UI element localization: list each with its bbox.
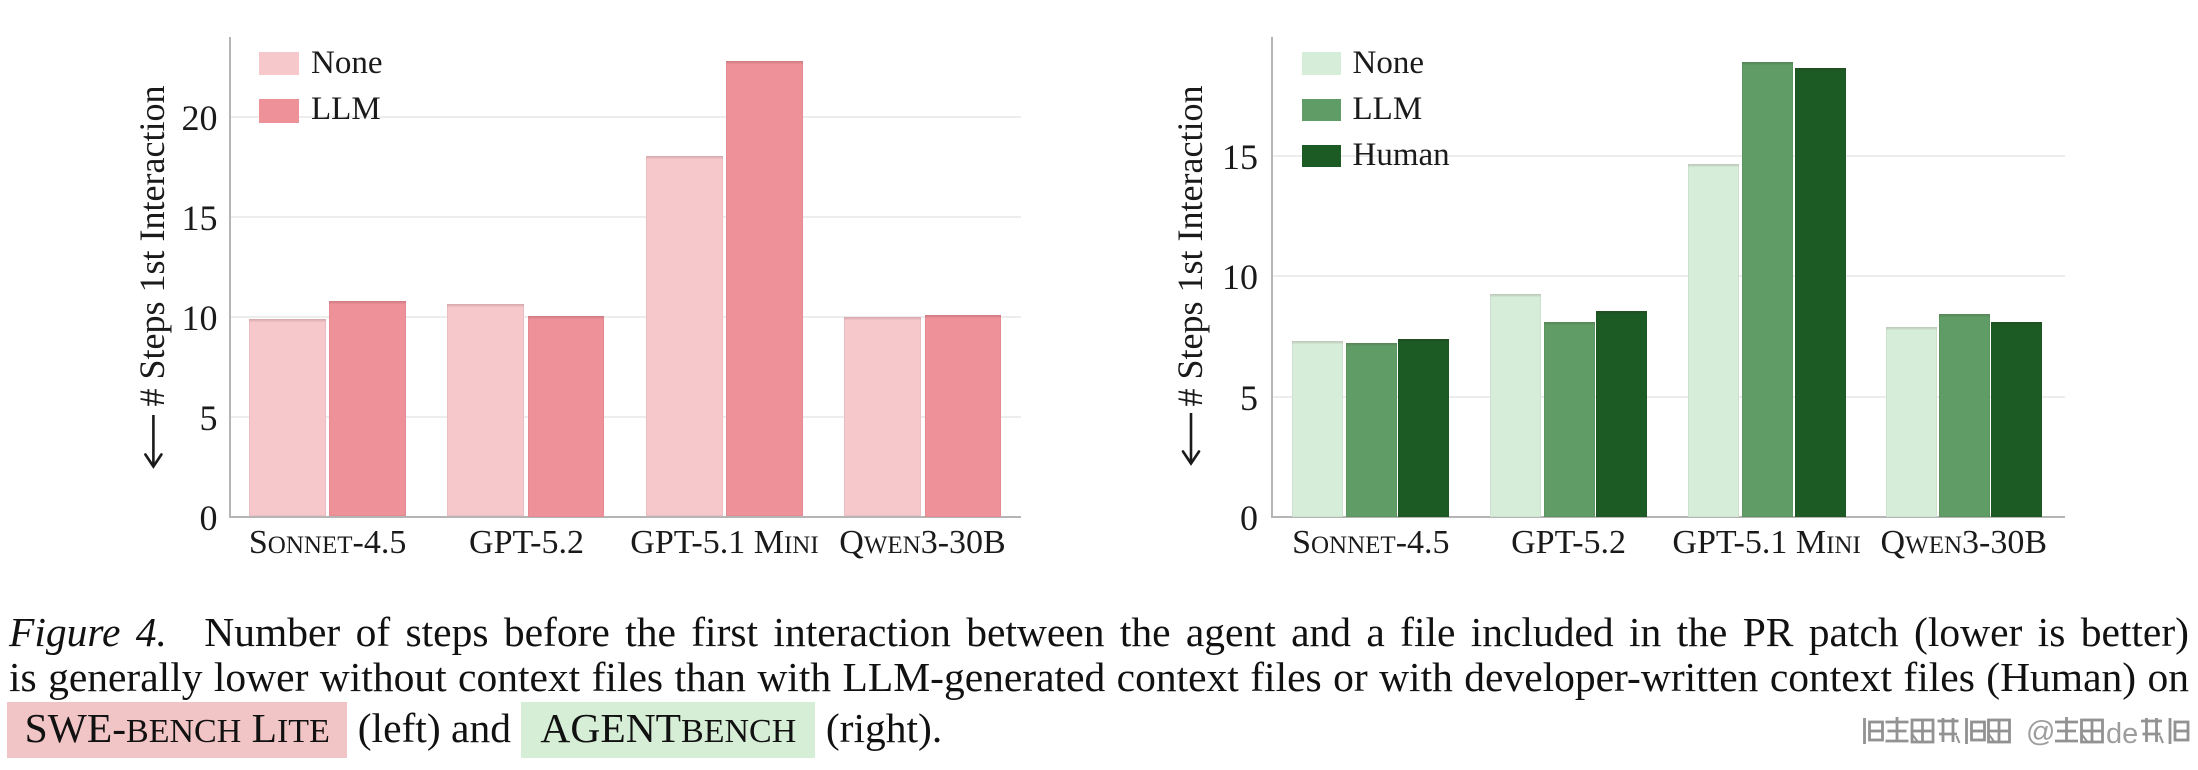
svg-text:de: de [2106,718,2138,750]
svg-text:@: @ [2026,716,2055,748]
